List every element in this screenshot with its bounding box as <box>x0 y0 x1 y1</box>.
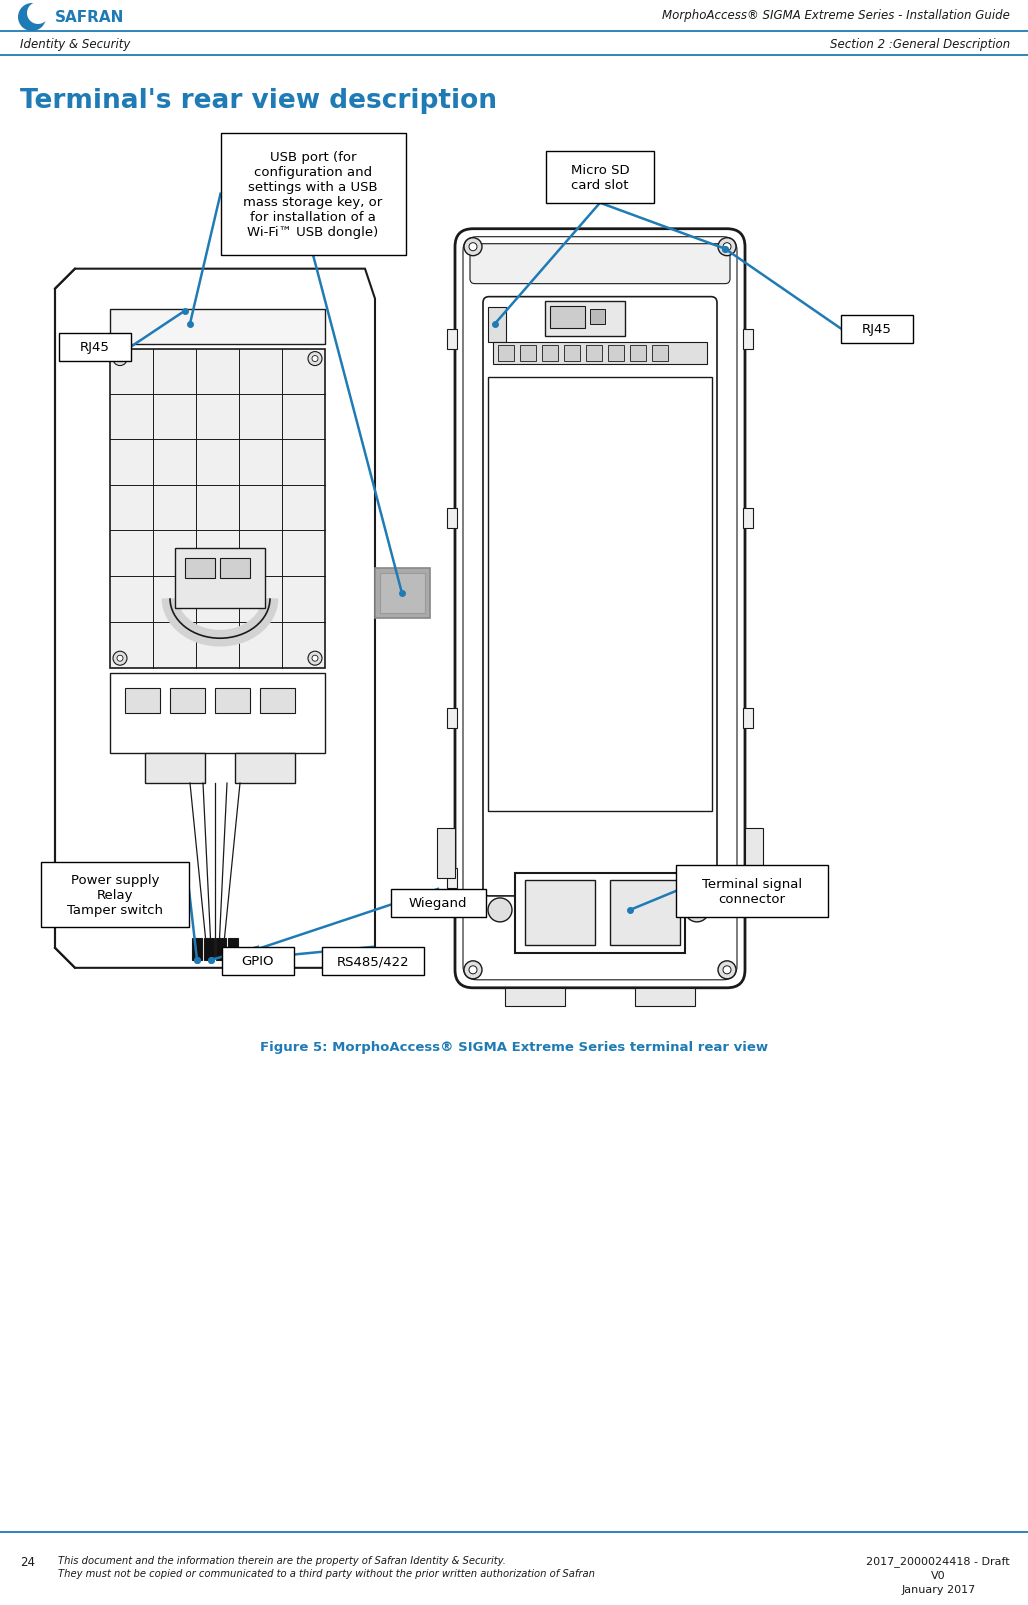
Bar <box>220 559 250 579</box>
Bar <box>228 939 238 960</box>
Bar <box>447 329 457 350</box>
Circle shape <box>464 961 482 979</box>
Text: Figure 5: MorphoAccess® SIGMA Extreme Series terminal rear view: Figure 5: MorphoAccess® SIGMA Extreme Se… <box>260 1040 768 1053</box>
FancyBboxPatch shape <box>483 297 717 896</box>
Text: Terminal signal
connector: Terminal signal connector <box>702 878 802 905</box>
FancyBboxPatch shape <box>463 238 737 981</box>
Bar <box>322 947 424 976</box>
Bar <box>375 568 430 620</box>
Text: MorphoAccess® SIGMA Extreme Series - Installation Guide: MorphoAccess® SIGMA Extreme Series - Ins… <box>662 10 1009 22</box>
Text: 2017_2000024418 - Draft
V0
January 2017: 2017_2000024418 - Draft V0 January 2017 <box>867 1555 1009 1594</box>
Text: GPIO: GPIO <box>242 955 274 968</box>
Circle shape <box>723 244 731 252</box>
Bar <box>488 377 712 812</box>
Text: Terminal's rear view description: Terminal's rear view description <box>20 88 497 114</box>
Bar <box>447 709 457 729</box>
Text: 24: 24 <box>20 1555 35 1568</box>
FancyBboxPatch shape <box>470 244 730 284</box>
Circle shape <box>718 239 736 257</box>
Circle shape <box>469 244 477 252</box>
Circle shape <box>27 3 49 26</box>
Bar <box>630 345 646 361</box>
Circle shape <box>723 966 731 974</box>
Text: Power supply
Relay
Tamper switch: Power supply Relay Tamper switch <box>67 873 163 916</box>
Text: Section 2 :General Description: Section 2 :General Description <box>830 39 1009 51</box>
FancyBboxPatch shape <box>455 230 745 989</box>
Text: USB port (for
configuration and
settings with a USB
mass storage key, or
for ins: USB port (for configuration and settings… <box>244 151 382 239</box>
Bar <box>222 947 294 976</box>
Bar <box>170 689 205 714</box>
Text: RJ45: RJ45 <box>80 340 110 353</box>
Text: RJ45: RJ45 <box>862 323 892 335</box>
Bar <box>493 342 707 364</box>
Circle shape <box>718 961 736 979</box>
Circle shape <box>313 656 318 661</box>
Circle shape <box>117 356 123 363</box>
Bar <box>745 828 763 878</box>
Bar <box>505 989 565 1006</box>
Bar <box>546 152 654 204</box>
Bar <box>590 310 605 324</box>
Bar <box>743 868 752 889</box>
Bar <box>437 828 455 878</box>
Bar <box>110 350 325 669</box>
Bar <box>586 345 602 361</box>
Text: Wiegand: Wiegand <box>409 897 468 910</box>
Bar <box>41 863 189 928</box>
Bar <box>676 865 828 918</box>
Bar <box>564 345 580 361</box>
Bar <box>204 939 214 960</box>
Bar <box>185 559 215 579</box>
Bar <box>545 302 625 337</box>
Bar <box>192 939 201 960</box>
Bar <box>608 345 624 361</box>
Bar <box>447 509 457 530</box>
Circle shape <box>308 353 322 366</box>
Circle shape <box>685 899 709 923</box>
Circle shape <box>488 899 512 923</box>
Text: This document and the information therein are the property of Safran Identity & : This document and the information therei… <box>58 1555 595 1578</box>
Bar <box>743 709 752 729</box>
Bar <box>145 754 205 783</box>
Circle shape <box>113 652 127 666</box>
Circle shape <box>464 239 482 257</box>
Circle shape <box>469 966 477 974</box>
Bar <box>215 689 250 714</box>
Bar <box>110 310 325 345</box>
Bar <box>110 674 325 754</box>
Bar <box>380 575 425 613</box>
Circle shape <box>313 356 318 363</box>
Bar <box>125 689 160 714</box>
Bar <box>220 133 405 255</box>
Bar <box>635 989 695 1006</box>
Bar <box>235 754 295 783</box>
Bar <box>550 307 585 329</box>
Text: RS485/422: RS485/422 <box>337 955 409 968</box>
Bar <box>498 345 514 361</box>
Bar <box>216 939 226 960</box>
Text: Identity & Security: Identity & Security <box>20 39 131 51</box>
Bar <box>610 881 680 945</box>
Circle shape <box>308 652 322 666</box>
Bar <box>525 881 595 945</box>
Bar <box>59 334 131 361</box>
Bar <box>175 549 265 608</box>
Bar <box>542 345 558 361</box>
Bar <box>515 873 685 953</box>
Bar <box>841 316 913 343</box>
Bar <box>260 689 295 714</box>
Bar <box>520 345 536 361</box>
Text: SAFRAN: SAFRAN <box>56 11 124 26</box>
Bar <box>391 889 485 918</box>
Bar <box>743 329 752 350</box>
Circle shape <box>19 3 46 32</box>
Text: Micro SD
card slot: Micro SD card slot <box>571 164 629 191</box>
Circle shape <box>113 353 127 366</box>
Bar <box>743 509 752 530</box>
Circle shape <box>117 656 123 661</box>
Bar <box>488 308 506 342</box>
Polygon shape <box>56 270 375 968</box>
Bar <box>652 345 668 361</box>
Bar <box>447 868 457 889</box>
